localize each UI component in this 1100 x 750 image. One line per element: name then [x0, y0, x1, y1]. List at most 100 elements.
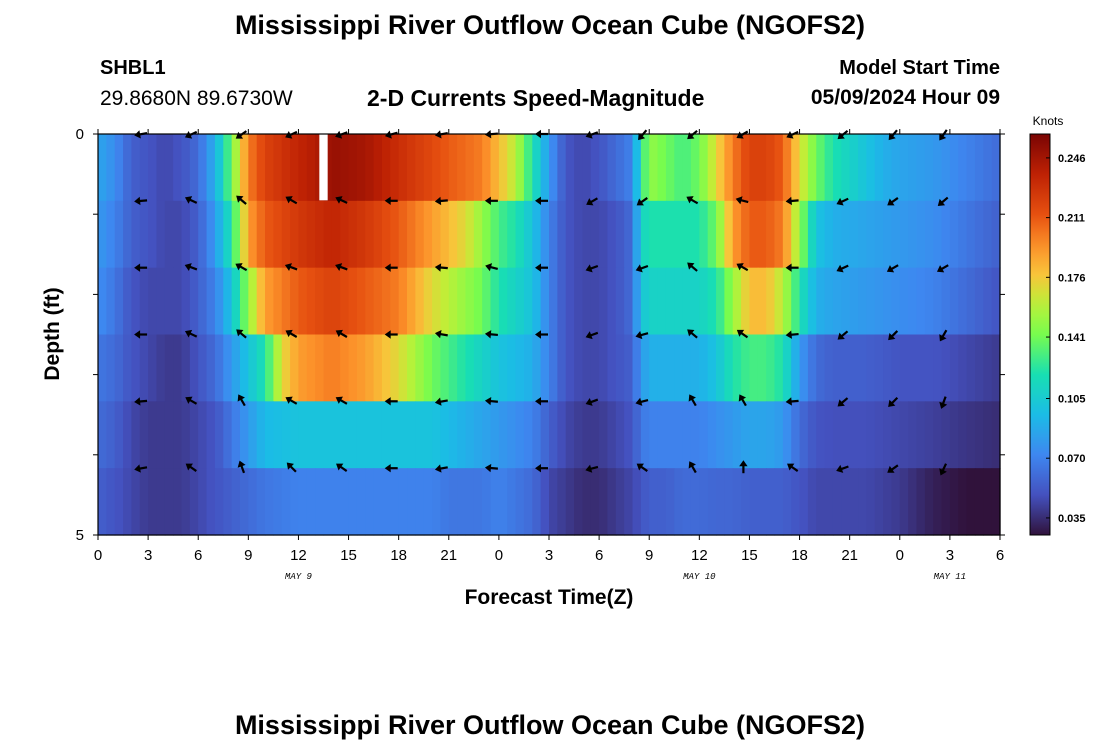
heatmap-cell — [256, 267, 266, 336]
heatmap-cell — [640, 334, 650, 402]
heatmap-cell — [440, 134, 450, 202]
heatmap-cell — [724, 401, 734, 469]
heatmap-cell — [891, 334, 901, 402]
heatmap-cell — [106, 200, 116, 269]
heatmap-cell — [766, 200, 776, 269]
heatmap-cell — [164, 267, 174, 336]
x-tick-label: 6 — [194, 547, 202, 564]
heatmap-cell — [214, 468, 224, 536]
heatmap-cell — [457, 134, 467, 202]
heatmap-cell — [590, 267, 600, 336]
heatmap-cell — [774, 200, 784, 269]
heatmap-cell — [741, 401, 751, 469]
heatmap-cell — [323, 401, 333, 469]
heatmap-cell — [891, 267, 901, 336]
heatmap-cell — [632, 267, 642, 336]
heatmap-cell — [123, 200, 133, 269]
heatmap-cell — [582, 468, 592, 536]
current-vector — [384, 330, 398, 339]
current-vector — [939, 329, 948, 342]
heatmap-cell — [348, 200, 358, 269]
heatmap-cell — [365, 134, 375, 202]
date-label: MAY 11 — [934, 572, 966, 582]
heatmap-cell — [557, 200, 567, 269]
heatmap-cell — [816, 267, 826, 336]
heatmap-cell — [181, 468, 191, 536]
heatmap-cell — [340, 468, 350, 536]
heatmap-cell — [231, 401, 241, 469]
heatmap-cell — [173, 267, 183, 336]
heatmap-cell — [515, 134, 525, 202]
current-vector — [888, 396, 899, 407]
heatmap-cell — [858, 134, 867, 202]
heatmap-cell — [665, 334, 675, 402]
heatmap-cell — [281, 267, 291, 336]
heatmap-cell — [482, 200, 492, 269]
heatmap-cell — [841, 134, 851, 202]
heatmap-cell — [841, 468, 851, 536]
heatmap-cell — [432, 334, 442, 402]
current-vector — [535, 196, 548, 205]
heatmap-cell — [356, 468, 366, 536]
heatmap-cell — [398, 334, 408, 402]
x-tick-label: 3 — [144, 547, 152, 564]
heatmap-cell — [782, 468, 792, 536]
heatmap-cell — [507, 401, 517, 469]
heatmap-cell — [223, 401, 233, 469]
current-vector — [635, 330, 649, 340]
heatmap-cell — [465, 401, 475, 469]
current-vector — [736, 329, 749, 339]
heatmap-cell — [348, 267, 358, 336]
heatmap-cell — [732, 134, 742, 202]
current-vector — [887, 464, 899, 473]
heatmap-cell — [974, 267, 984, 336]
heatmap-cell — [674, 134, 684, 202]
heatmap-cell — [181, 401, 191, 469]
heatmap-cell — [607, 401, 617, 469]
current-vector — [888, 330, 899, 341]
heatmap-cell — [899, 334, 909, 402]
x-tick-label: 6 — [595, 547, 603, 564]
heatmap-cell — [448, 401, 458, 469]
current-vector — [535, 464, 548, 473]
heatmap-cell — [265, 334, 274, 402]
heatmap-cell — [766, 267, 776, 336]
heatmap-cell — [223, 200, 233, 269]
heatmap-cell — [941, 468, 951, 536]
heatmap-cell — [340, 267, 350, 336]
heatmap-cell — [974, 134, 984, 202]
heatmap-cell — [432, 200, 442, 269]
heatmap-cell — [390, 334, 400, 402]
heatmap-cell — [323, 468, 333, 536]
heatmap-cell — [440, 334, 450, 402]
x-tick-label: 0 — [495, 547, 503, 564]
heatmap-cell — [139, 334, 149, 402]
heatmap-cell — [958, 468, 968, 536]
heatmap-cell — [523, 134, 533, 202]
heatmap-cell — [883, 468, 893, 536]
heatmap-cell — [206, 200, 216, 269]
heatmap-cell — [315, 334, 325, 402]
current-vector — [887, 197, 899, 206]
heatmap-cell — [206, 468, 216, 536]
heatmap-cell — [423, 134, 433, 202]
heatmap-cell — [139, 134, 149, 202]
heatmap-cell — [549, 401, 558, 469]
current-vector — [336, 463, 348, 472]
heatmap-cell — [983, 267, 993, 336]
heatmap-cell — [682, 401, 692, 469]
current-vector — [585, 331, 599, 340]
heatmap-cell — [649, 134, 659, 202]
heatmap-cell — [557, 267, 567, 336]
heatmap-cell — [732, 468, 742, 536]
heatmap-cell — [724, 134, 734, 202]
current-vector — [785, 330, 799, 339]
heatmap-cell — [966, 468, 976, 536]
current-vector — [185, 463, 197, 472]
heatmap-cell — [599, 267, 609, 336]
heatmap-cell — [916, 134, 926, 202]
heatmap-cell — [716, 134, 725, 202]
heatmap-cell — [615, 267, 625, 336]
heatmap-cell — [665, 200, 675, 269]
heatmap-cell — [365, 200, 375, 269]
